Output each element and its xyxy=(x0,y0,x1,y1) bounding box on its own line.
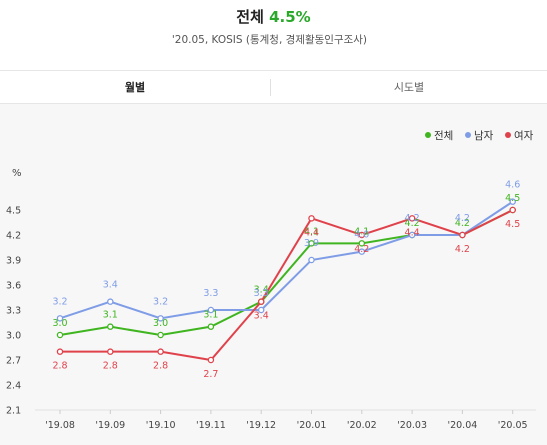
data-point xyxy=(408,215,416,222)
legend-marker xyxy=(505,132,511,138)
data-point xyxy=(157,315,164,322)
data-label: 4.1 xyxy=(354,226,369,237)
data-point xyxy=(408,231,416,239)
tab-by-region[interactable]: 시도별 xyxy=(393,81,425,94)
summary-title-label: 전체 xyxy=(236,8,264,26)
data-point xyxy=(107,298,114,305)
data-label: 4.2 xyxy=(455,218,470,229)
series-line xyxy=(59,200,514,320)
data-point xyxy=(509,198,516,205)
data-point xyxy=(358,231,366,239)
data-point xyxy=(459,231,466,239)
legend-label: 여자 xyxy=(514,130,534,142)
data-label: 2.8 xyxy=(153,361,168,372)
data-label: 3.3 xyxy=(254,288,269,299)
data-point xyxy=(358,240,366,247)
y-tick-label: 4.2 xyxy=(6,231,21,242)
view-tabs: 월별 시도별 xyxy=(0,70,547,104)
data-point xyxy=(157,348,164,355)
y-tick-label: 3.0 xyxy=(6,331,21,342)
data-label: 3.9 xyxy=(304,238,319,249)
data-point xyxy=(207,356,215,364)
data-point xyxy=(509,206,516,214)
data-point xyxy=(56,315,64,322)
data-label: 2.7 xyxy=(203,369,218,380)
y-tick-label: 2.7 xyxy=(6,356,21,367)
summary-header: 전체 4.5% '20.05, KOSIS (통계청, 경제활동인구조사) xyxy=(0,0,547,70)
data-label: 4.4 xyxy=(405,227,420,238)
y-axis-unit-label: % xyxy=(12,168,22,179)
y-tick-label: 3.3 xyxy=(6,306,21,317)
data-label: 3.3 xyxy=(203,288,218,299)
data-label: 3.1 xyxy=(103,310,118,321)
chart-panel: % 4.5 4.2 3.9 3.6 3.3 3.0 2.7 2.4 2.1 '19.08 '19.09… xyxy=(0,104,547,445)
x-tick-label: '20.04 xyxy=(447,420,477,431)
y-tick-label: 2.1 xyxy=(6,406,21,417)
x-tick-label: '19.11 xyxy=(196,420,226,431)
data-label: 3.0 xyxy=(52,318,67,329)
summary-title: 전체 4.5% xyxy=(0,6,547,27)
data-label: 3.4 xyxy=(254,311,269,322)
data-label: 3.4 xyxy=(103,280,118,291)
legend-marker xyxy=(425,132,431,138)
summary-source: '20.05, KOSIS (통계청, 경제활동인구조사) xyxy=(171,34,367,46)
x-tick-label: '19.09 xyxy=(95,420,125,431)
series-line xyxy=(60,209,514,362)
data-point xyxy=(107,323,114,330)
x-tick-label: '20.01 xyxy=(297,420,327,431)
data-label: 3.2 xyxy=(153,296,168,307)
data-label: 4.2 xyxy=(354,244,369,255)
data-point xyxy=(308,240,315,247)
data-label: 4.2 xyxy=(405,213,420,224)
x-tick-label: '19.08 xyxy=(45,420,75,431)
y-tick-label: 4.5 xyxy=(6,206,21,217)
x-tick-label: '20.05 xyxy=(498,420,528,431)
data-point xyxy=(308,256,315,264)
legend-label: 전체 xyxy=(434,130,453,142)
x-tick-label: '20.02 xyxy=(347,420,377,431)
data-point xyxy=(56,348,64,355)
data-label: 4.5 xyxy=(505,193,520,204)
y-tick-label: 2.4 xyxy=(6,381,21,392)
tab-monthly[interactable]: 월별 xyxy=(124,81,146,94)
data-point xyxy=(56,331,64,339)
x-tick-label: '19.12 xyxy=(246,420,276,431)
y-tick-label: 3.9 xyxy=(6,256,21,267)
data-label: 4.2 xyxy=(455,244,470,255)
data-label: 4.2 xyxy=(405,218,420,229)
line-chart: % 4.5 4.2 3.9 3.6 3.3 3.0 2.7 2.4 2.1 '19.08 '19.09… xyxy=(6,130,536,431)
data-point xyxy=(308,215,315,222)
y-tick-label: 3.6 xyxy=(6,281,21,292)
data-label: 4.2 xyxy=(455,213,470,224)
x-tick-label: '20.03 xyxy=(397,420,427,431)
data-label: 3.0 xyxy=(153,318,168,329)
data-point xyxy=(107,348,114,355)
data-label: 4.5 xyxy=(505,219,520,230)
data-label: 3.2 xyxy=(52,296,67,307)
data-label: 3.1 xyxy=(203,310,218,321)
data-point xyxy=(157,331,164,339)
data-label: 4.4 xyxy=(304,227,319,238)
data-label: 2.8 xyxy=(52,361,67,372)
x-tick-label: '19.10 xyxy=(146,420,176,431)
data-point xyxy=(358,248,366,255)
data-point xyxy=(257,298,265,305)
legend-marker xyxy=(465,132,471,138)
data-label: 2.8 xyxy=(103,361,118,372)
summary-title-value: 4.5% xyxy=(269,8,311,26)
data-point xyxy=(257,306,265,314)
data-point xyxy=(207,323,215,330)
data-label: 4.0 xyxy=(354,230,369,241)
legend-label: 남자 xyxy=(474,130,494,142)
data-label: 3.4 xyxy=(254,285,269,296)
data-label: 4.1 xyxy=(304,226,319,237)
data-label: 4.6 xyxy=(505,180,520,191)
tab-divider xyxy=(270,79,271,96)
data-point xyxy=(207,306,215,314)
